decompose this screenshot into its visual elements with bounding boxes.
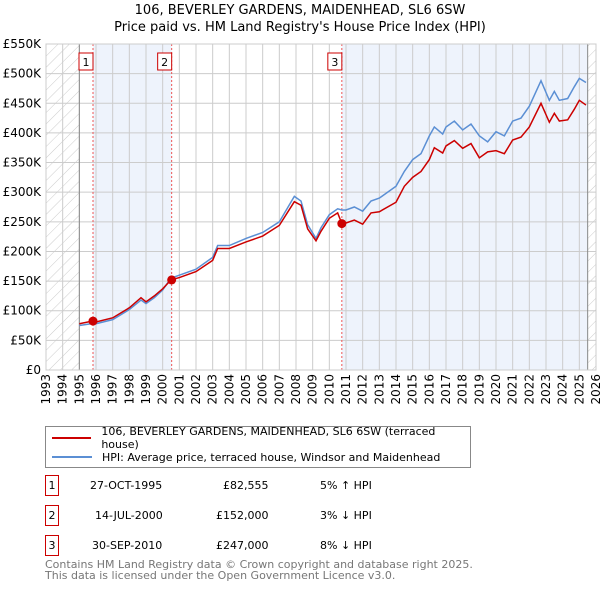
sale-row-3: 3 30-SEP-2010 £247,000 8% ↓ HPI	[45, 535, 445, 556]
x-tick-label: 2007	[272, 374, 286, 405]
sale-point	[88, 316, 98, 326]
sale-hpi: 5% ↑ HPI	[320, 479, 372, 492]
x-tick-label: 2019	[472, 374, 486, 405]
x-tick-label: 2002	[189, 374, 203, 405]
sale-hpi: 8% ↓ HPI	[320, 539, 372, 552]
sale-marker: 1	[45, 475, 59, 496]
sale-point	[337, 219, 347, 229]
x-tick-label: 2010	[322, 374, 336, 405]
x-tick-label: 2001	[172, 374, 186, 405]
x-tick-label: 1999	[139, 374, 153, 405]
legend-item-property: 106, BEVERLEY GARDENS, MAIDENHEAD, SL6 6…	[52, 425, 470, 451]
sale-box	[157, 52, 173, 71]
sale-hpi: 3% ↓ HPI	[320, 509, 372, 522]
sale-date: 30-SEP-2010	[92, 539, 163, 552]
footer-line-1: Contains HM Land Registry data © Crown c…	[45, 558, 473, 571]
y-tick-label: £200K	[3, 244, 43, 258]
sale-box	[78, 52, 94, 71]
sale-row-2: 2 14-JUL-2000 £152,000 3% ↓ HPI	[45, 505, 445, 526]
x-tick-label: 2016	[422, 374, 436, 405]
plot-border	[45, 43, 597, 371]
legend-label: HPI: Average price, terraced house, Wind…	[102, 450, 441, 464]
footer-line-2: This data is licensed under the Open Gov…	[45, 569, 396, 582]
price-chart: 1993 1994 1995 1996 1997 1998 1999 2000 2001 2002…	[3, 37, 600, 405]
y-tick-label: £550K	[3, 37, 43, 51]
title-line: 106, BEVERLEY GARDENS, MAIDENHEAD, SL6 6…	[134, 3, 466, 18]
x-tick-label: 2014	[389, 374, 403, 405]
sale-date: 14-JUL-2000	[95, 509, 163, 522]
legend-label: 106, BEVERLEY GARDENS, MAIDENHEAD, SL6 6…	[101, 425, 436, 451]
sale-box-label: 3	[331, 56, 338, 69]
sale-box	[327, 52, 343, 71]
y-tick-label: £450K	[3, 96, 43, 110]
x-tick-label: 2021	[506, 374, 520, 405]
legend-swatch-red	[52, 437, 92, 439]
sale-price: £247,000	[216, 539, 269, 552]
sale-date: 27-OCT-1995	[90, 479, 163, 492]
x-tick-label: 1997	[106, 374, 120, 405]
ownership-band	[341, 44, 588, 370]
x-tick-label: 2012	[356, 374, 370, 405]
sale-marker: 3	[45, 535, 59, 556]
x-tick-label: 2004	[222, 374, 236, 405]
x-tick-label: 2009	[306, 374, 320, 405]
x-tick-label: 2020	[489, 374, 503, 405]
x-tick-label: 2006	[256, 374, 270, 405]
sale-row-1: 1 27-OCT-1995 £82,555 5% ↑ HPI	[45, 475, 445, 496]
sale-point	[167, 275, 177, 285]
y-tick-label: £50K	[10, 333, 42, 347]
x-tick-label: 2026	[589, 374, 600, 405]
x-tick-label: 2018	[456, 374, 470, 405]
footer-text: Contains HM Land Registry data © Crown c…	[45, 559, 473, 581]
legend-swatch-blue	[52, 456, 92, 458]
x-tick-label: 1996	[89, 374, 103, 405]
x-tick-label: 2015	[406, 374, 420, 405]
x-tick-label: 1994	[56, 374, 70, 405]
x-tick-label: 2023	[539, 374, 553, 405]
x-tick-label: 1998	[122, 374, 136, 405]
x-tick-label: 2000	[156, 374, 170, 405]
legend-item-hpi: HPI: Average price, terraced house, Wind…	[52, 449, 440, 465]
sale-box-label: 2	[161, 56, 168, 69]
sale-box-label: 1	[83, 56, 90, 69]
x-tick-label: 2005	[239, 374, 253, 405]
sale-marker: 2	[45, 505, 59, 526]
x-tick-label: 2022	[522, 374, 536, 405]
x-tick-label: 2003	[206, 374, 220, 405]
x-tick-label: 2013	[372, 374, 386, 405]
sale-price: £82,555	[223, 479, 269, 492]
legend: 106, BEVERLEY GARDENS, MAIDENHEAD, SL6 6…	[45, 425, 471, 468]
y-tick-label: £250K	[3, 215, 43, 229]
ownership-band	[93, 44, 172, 370]
x-tick-label: 2011	[339, 374, 353, 405]
y-tick-label: £400K	[3, 126, 43, 140]
hatch-after	[587, 44, 596, 370]
y-tick-label: £300K	[3, 185, 43, 199]
x-tick-label: 1993	[39, 374, 53, 405]
subtitle-line: Price paid vs. HM Land Registry's House …	[114, 20, 486, 35]
y-tick-label: £500K	[3, 67, 43, 81]
x-tick-label: 1995	[72, 374, 86, 405]
x-tick-label: 2008	[289, 374, 303, 405]
y-tick-label: £100K	[3, 304, 43, 318]
y-tick-label: £350K	[3, 156, 43, 170]
x-tick-label: 2024	[556, 374, 570, 405]
x-tick-label: 2017	[439, 374, 453, 405]
y-tick-label: £150K	[3, 274, 43, 288]
chart-title: 106, BEVERLEY GARDENS, MAIDENHEAD, SL6 6…	[0, 2, 600, 36]
y-tick-label: £0	[26, 363, 41, 377]
x-tick-label: 2025	[572, 374, 586, 405]
sale-price: £152,000	[216, 509, 269, 522]
